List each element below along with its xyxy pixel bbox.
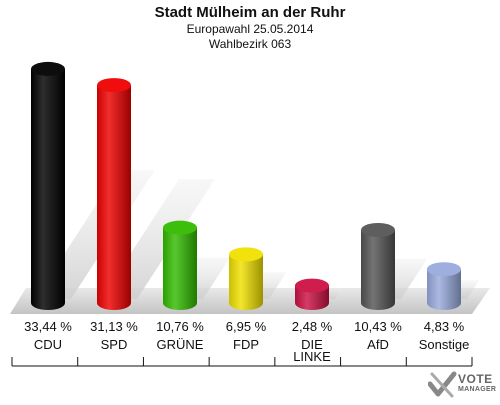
- category-label: CDU: [34, 337, 62, 352]
- value-label: 4,83 %: [424, 319, 465, 334]
- category-label: LINKE: [293, 349, 331, 364]
- bar-6: [427, 262, 461, 310]
- bar-4: [295, 278, 329, 310]
- category-label: DIE: [301, 337, 323, 352]
- bar-top: [361, 222, 395, 237]
- bar-body: [163, 227, 197, 310]
- bar-5: [361, 222, 395, 310]
- category-label: SPD: [101, 337, 128, 352]
- value-label: 2,48 %: [292, 319, 333, 334]
- value-label: 31,13 %: [90, 319, 138, 334]
- checkmark-logo-icon: [427, 371, 457, 398]
- bar-3: [229, 247, 263, 310]
- category-label: AfD: [367, 337, 389, 352]
- chart-subtitle-district: Wahlbezirk 063: [208, 37, 292, 51]
- bar-top: [97, 78, 131, 93]
- value-label: 10,43 %: [354, 319, 402, 334]
- bar-body: [97, 85, 131, 310]
- bar-body: [295, 285, 329, 310]
- chart-header: Stadt Mülheim an der Ruhr Europawahl 25.…: [0, 4, 500, 52]
- bar-1: [97, 78, 131, 310]
- bar-top: [295, 278, 329, 293]
- bar-top: [427, 262, 461, 277]
- value-label: 10,76 %: [156, 319, 204, 334]
- bar-body: [361, 229, 395, 310]
- value-label: 33,44 %: [24, 319, 72, 334]
- value-label: 6,95 %: [226, 319, 267, 334]
- votemanager-logo: [427, 370, 500, 400]
- category-label: GRÜNE: [157, 337, 204, 352]
- logo-text-manager: MANAGER: [458, 386, 497, 393]
- bar-body: [229, 254, 263, 310]
- category-label: Sonstige: [419, 337, 470, 352]
- chart-subtitle-election: Europawahl 25.05.2014: [186, 22, 314, 36]
- bar-top: [229, 247, 263, 262]
- bar-2: [163, 220, 197, 310]
- bar-body: [31, 68, 65, 310]
- bar-top: [163, 220, 197, 235]
- bar-body: [427, 269, 461, 310]
- bar-top: [31, 61, 65, 76]
- chart-title: Stadt Mülheim an der Ruhr: [154, 4, 346, 21]
- logo-text-vote: VOTE: [458, 372, 493, 386]
- category-label: FDP: [233, 337, 259, 352]
- bar-0: [31, 61, 65, 310]
